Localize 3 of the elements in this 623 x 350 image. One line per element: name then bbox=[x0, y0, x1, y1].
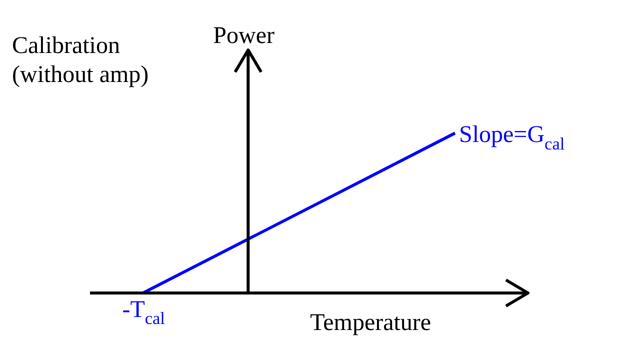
y-axis-title: Power bbox=[213, 23, 274, 49]
text: Calibration (without amp) bbox=[12, 33, 149, 88]
x-axis-title: Temperature bbox=[310, 310, 432, 336]
